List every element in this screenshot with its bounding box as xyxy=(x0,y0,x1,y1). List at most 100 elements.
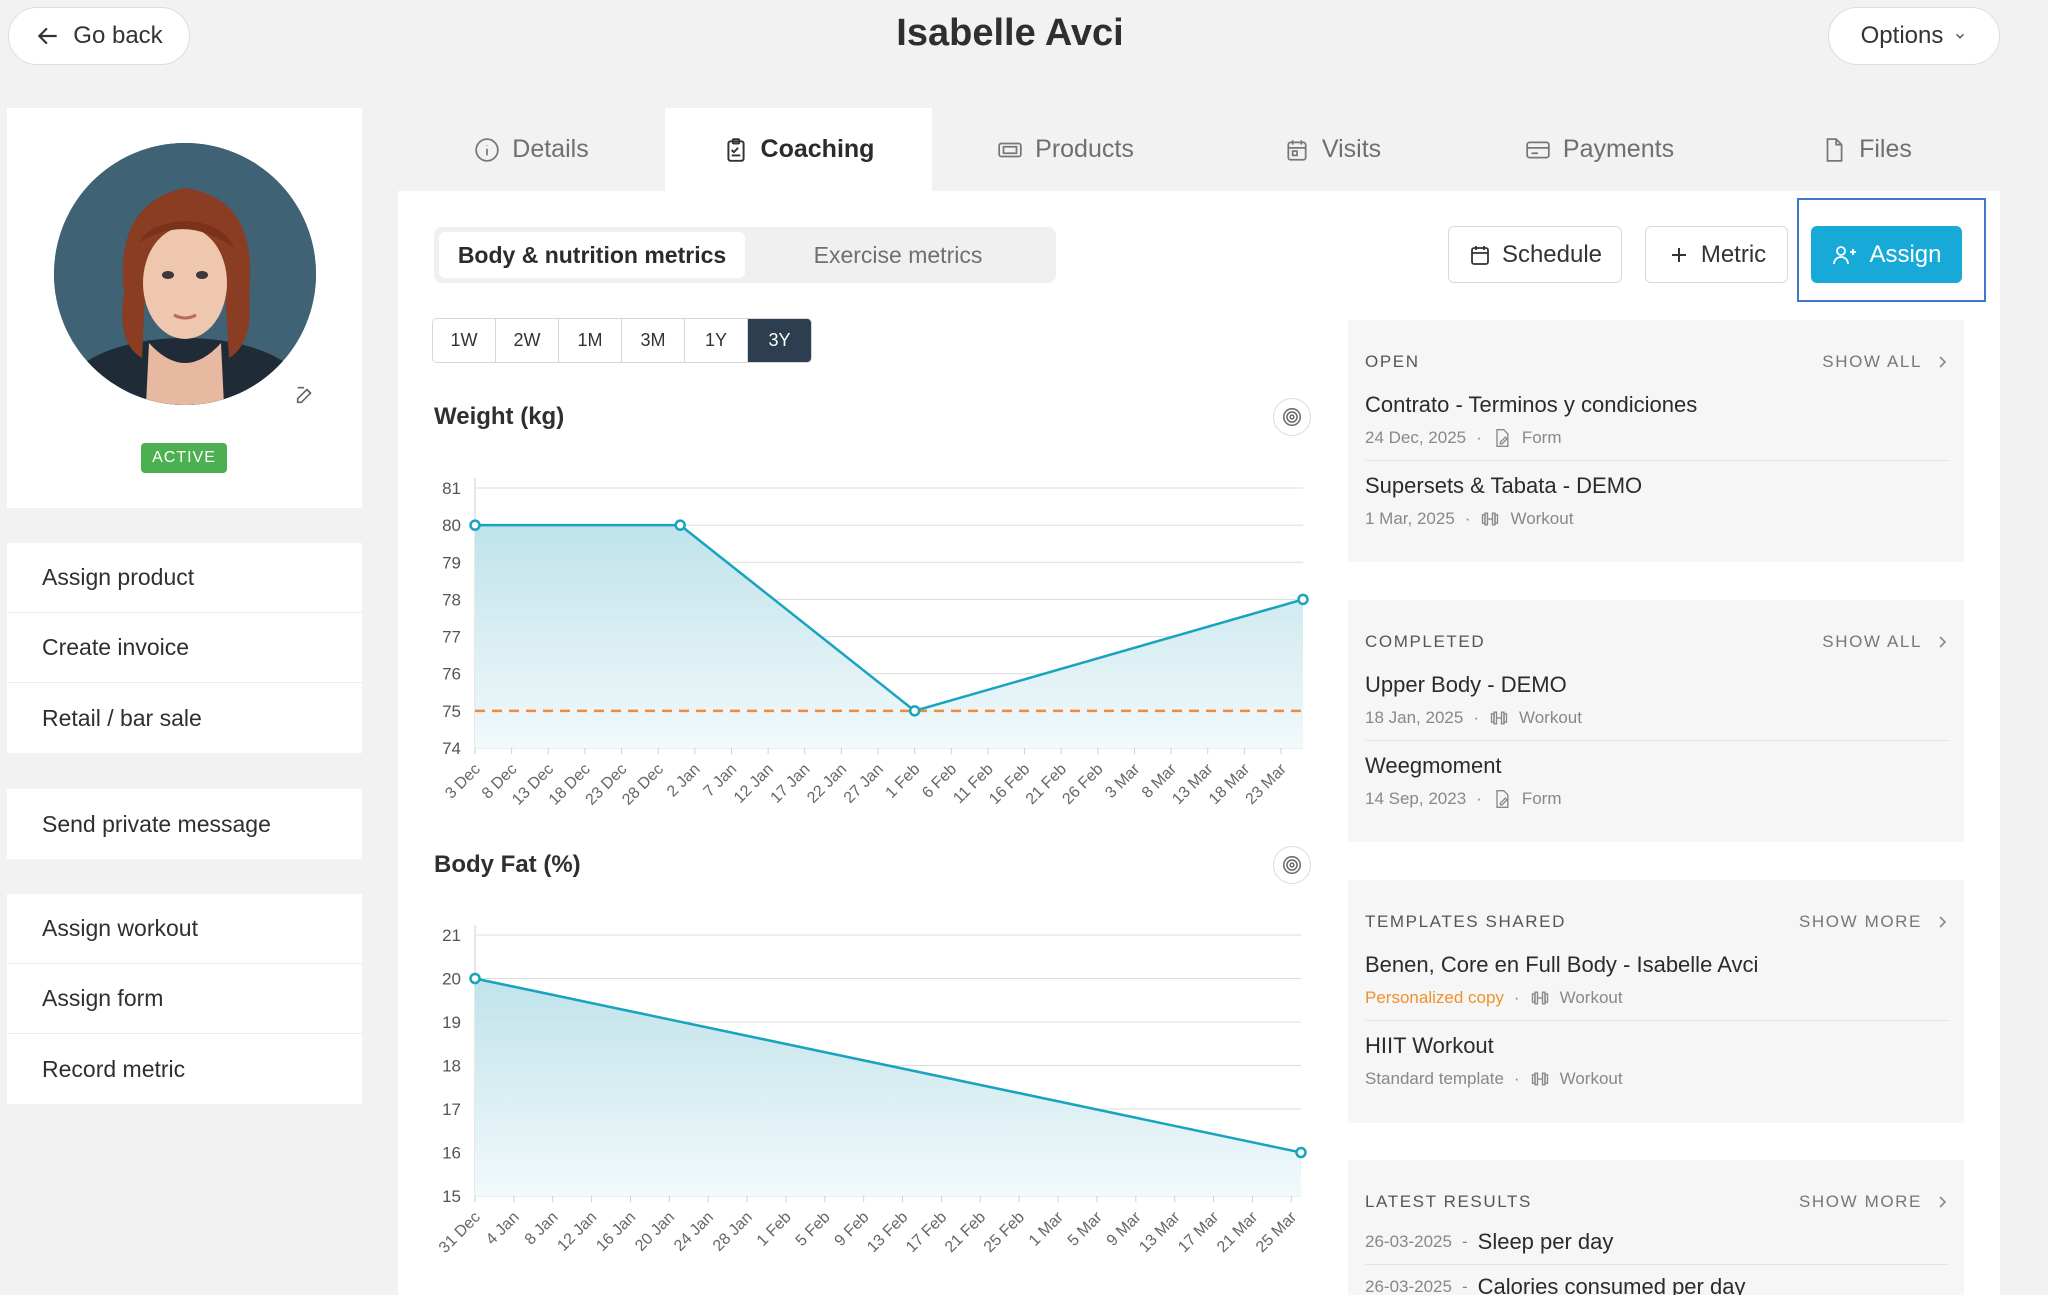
metrics-segment: Body & nutrition metrics Exercise metric… xyxy=(434,227,1056,283)
result-date: 26-03-2025 xyxy=(1365,1277,1452,1295)
y-tick-label: 20 xyxy=(442,970,461,989)
open-heading: OPEN xyxy=(1365,352,1420,371)
target-icon xyxy=(1283,856,1301,874)
clipboard-icon xyxy=(726,137,745,162)
edit-avatar-button[interactable] xyxy=(282,372,328,418)
dumbbell-icon xyxy=(1531,991,1548,1005)
tab-visits[interactable]: Visits xyxy=(1199,108,1466,191)
range-2w[interactable]: 2W xyxy=(496,319,559,362)
y-tick-label: 17 xyxy=(442,1100,461,1119)
tab-files[interactable]: Files xyxy=(1733,108,2000,191)
data-point xyxy=(1295,1146,1307,1159)
assign-highlight-frame xyxy=(1797,198,1986,302)
action-group-sales: Assign product Create invoice Retail / b… xyxy=(7,543,362,753)
options-button[interactable]: Options xyxy=(1828,7,2000,65)
add-metric-button[interactable]: Metric xyxy=(1645,226,1788,283)
arrow-left-icon xyxy=(38,27,57,45)
tab-payments-label: Payments xyxy=(1562,135,1675,163)
data-point xyxy=(469,972,481,985)
series-line xyxy=(474,977,1302,1154)
item-date: 24 Dec, 2025 xyxy=(1365,428,1467,447)
retail-bar-sale-action[interactable]: Retail / bar sale xyxy=(42,704,202,731)
completed-show-all[interactable]: SHOW ALL xyxy=(1822,632,1948,652)
result-row[interactable]: 26-03-2025 - Calories consumed per day xyxy=(1365,1265,1948,1295)
templates-heading: TEMPLATES SHARED xyxy=(1365,912,1566,931)
list-item[interactable]: Benen, Core en Full Body - Isabelle Avci… xyxy=(1365,940,1948,1021)
y-tick-label: 21 xyxy=(442,926,461,945)
item-type: Workout xyxy=(1518,708,1582,727)
results-show-more-label: SHOW MORE xyxy=(1798,1192,1922,1211)
list-item[interactable]: HIIT Workout Standard template · Workout xyxy=(1365,1021,1948,1101)
calendar-icon xyxy=(1287,139,1307,161)
x-tick-label: 27 Jan xyxy=(841,761,887,807)
tab-payments[interactable]: Payments xyxy=(1466,108,1733,191)
tab-details-label: Details xyxy=(512,135,589,163)
item-type: Workout xyxy=(1510,509,1574,528)
range-1y[interactable]: 1Y xyxy=(685,319,748,362)
range-1m[interactable]: 1M xyxy=(559,319,622,362)
data-point xyxy=(469,519,481,531)
data-point xyxy=(674,519,686,531)
list-item[interactable]: Supersets & Tabata - DEMO 1 Mar, 2025 · W… xyxy=(1365,461,1948,541)
templates-show-more-label: SHOW MORE xyxy=(1798,912,1922,931)
body-nutrition-metrics-tab[interactable]: Body & nutrition metrics xyxy=(439,232,745,278)
tab-coaching[interactable]: Coaching xyxy=(665,108,932,191)
result-date: 26-03-2025 xyxy=(1365,1232,1452,1251)
list-item[interactable]: Upper Body - DEMO 18 Jan, 2025 · Workout xyxy=(1365,660,1948,741)
range-1w[interactable]: 1W xyxy=(433,319,496,362)
completed-card: COMPLETED SHOW ALL Upper Body - DEMO 18 … xyxy=(1348,600,1964,842)
x-tick-label: 17 Jan xyxy=(768,761,814,807)
open-show-all[interactable]: SHOW ALL xyxy=(1822,352,1948,372)
y-tick-label: 16 xyxy=(442,1144,461,1163)
go-back-button[interactable]: Go back xyxy=(8,7,190,65)
assign-button[interactable]: Assign xyxy=(1811,226,1962,283)
record-metric-action[interactable]: Record metric xyxy=(42,1055,186,1082)
weight-goal-button[interactable] xyxy=(1273,398,1311,436)
exercise-metrics-tab[interactable]: Exercise metrics xyxy=(813,241,983,268)
series-area xyxy=(475,525,1303,748)
x-tick-label: 25 Feb xyxy=(981,1209,1028,1256)
x-tick-label: 31 Dec xyxy=(436,1209,484,1257)
result-title: Calories consumed per day xyxy=(1477,1274,1746,1295)
item-date: 1 Mar, 2025 xyxy=(1365,509,1455,528)
list-item[interactable]: Weegmoment 14 Sep, 2023 · Form xyxy=(1365,741,1948,821)
chevron-right-icon xyxy=(1939,636,1947,648)
assign-product-action[interactable]: Assign product xyxy=(7,543,362,613)
series-area xyxy=(475,978,1301,1196)
range-3y[interactable]: 3Y xyxy=(748,319,811,362)
tab-products[interactable]: Products xyxy=(932,108,1199,191)
item-title: Upper Body - DEMO xyxy=(1365,672,1567,697)
x-tick-label: 22 Jan xyxy=(804,761,850,807)
avatar[interactable] xyxy=(54,143,316,405)
dumbbell-icon xyxy=(1490,711,1508,725)
list-item[interactable]: Contrato - Terminos y condiciones 24 Dec… xyxy=(1365,380,1948,461)
result-row[interactable]: 26-03-2025 - Sleep per day xyxy=(1365,1220,1948,1265)
x-tick-label: 20 Jan xyxy=(632,1209,678,1255)
assign-workout-action[interactable]: Assign workout xyxy=(7,894,362,964)
templates-show-more[interactable]: SHOW MORE xyxy=(1799,912,1948,932)
y-tick-label: 19 xyxy=(442,1013,461,1032)
results-show-more[interactable]: SHOW MORE xyxy=(1799,1192,1948,1212)
bodyfat-goal-button[interactable] xyxy=(1273,846,1311,884)
chevron-right-icon xyxy=(1939,916,1947,928)
y-tick-label: 75 xyxy=(442,702,461,721)
x-tick-label: 23 Mar xyxy=(1243,760,1291,808)
x-tick-label: 17 Mar xyxy=(1175,1208,1223,1256)
assign-form-action[interactable]: Assign form xyxy=(7,964,362,1034)
top-bar: Go back Isabelle Avci Options xyxy=(0,0,2048,75)
open-card: OPEN SHOW ALL Contrato - Terminos y cond… xyxy=(1348,320,1964,562)
create-invoice-action[interactable]: Create invoice xyxy=(7,613,362,683)
y-tick-label: 74 xyxy=(442,739,461,758)
x-tick-label: 4 Jan xyxy=(483,1209,523,1249)
tab-bar: Details Coaching Products Visits Payment… xyxy=(398,108,2000,191)
send-private-message-action[interactable]: Send private message xyxy=(42,810,271,837)
schedule-button[interactable]: Schedule xyxy=(1448,226,1622,283)
status-badge: ACTIVE xyxy=(141,443,227,473)
template-type-tag: Standard template xyxy=(1365,1069,1504,1088)
tab-details[interactable]: Details xyxy=(398,108,665,191)
dumbbell-icon xyxy=(1531,1072,1548,1086)
results-heading: LATEST RESULTS xyxy=(1365,1192,1532,1211)
x-tick-label: 13 Mar xyxy=(1136,1208,1184,1256)
bodyfat-chart-title: Body Fat (%) xyxy=(434,851,581,878)
range-3m[interactable]: 3M xyxy=(622,319,685,362)
